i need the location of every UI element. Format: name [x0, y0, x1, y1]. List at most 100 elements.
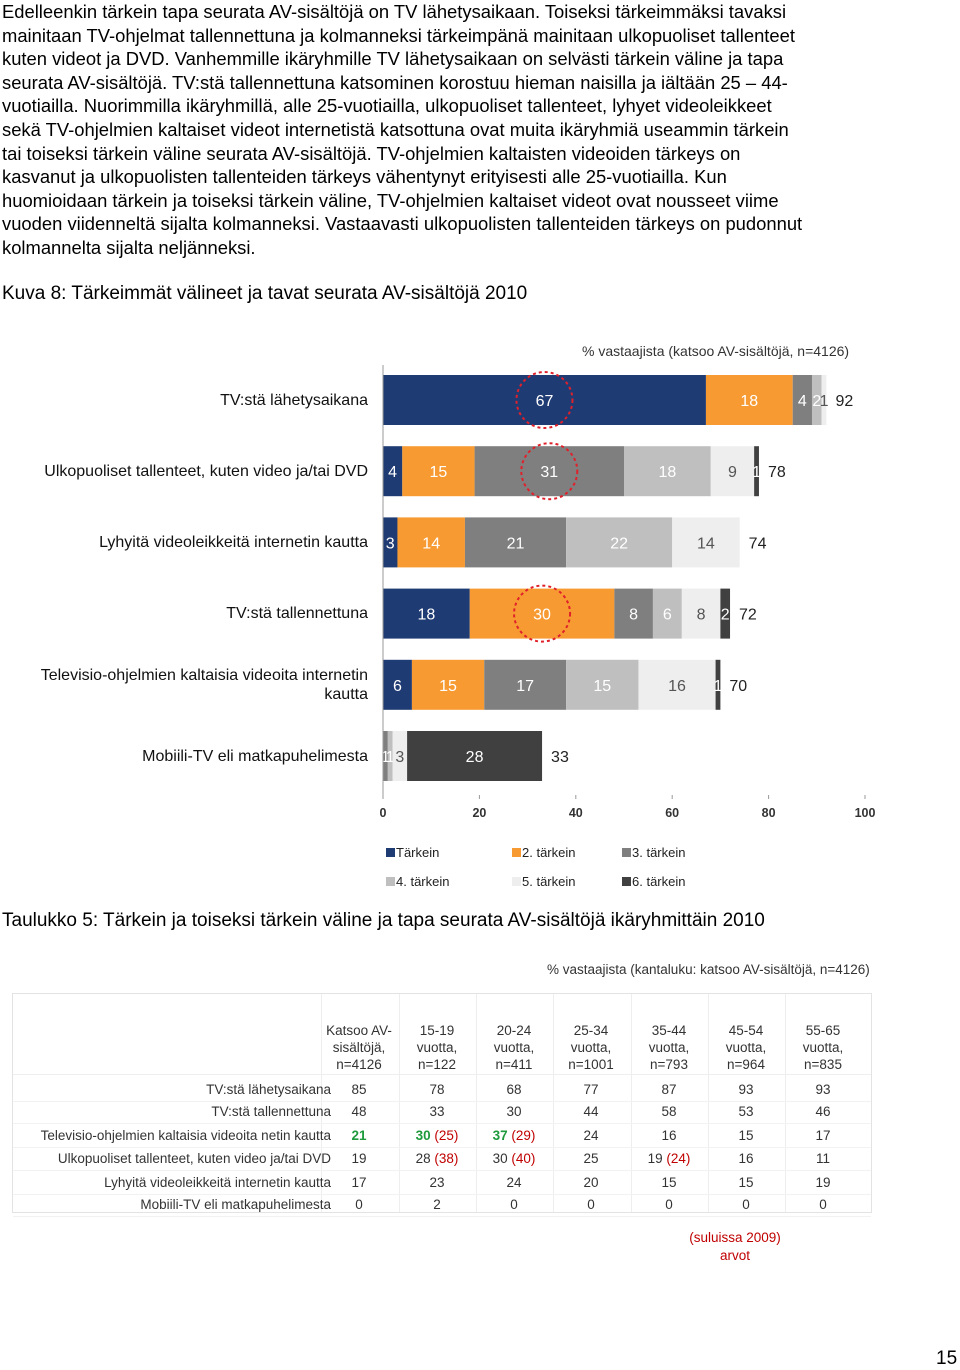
- total-label: 92: [835, 393, 853, 410]
- column-header: 55-65 vuotta, n=835: [802, 1023, 844, 1072]
- text-line: vuotiailla. Nuorimmilla ikäryhmillä, all…: [2, 95, 772, 117]
- total-label: 70: [729, 678, 747, 695]
- highlight-circle: [520, 442, 579, 501]
- category-label: Ulkopuoliset tallenteet, kuten video ja/…: [44, 462, 368, 480]
- data-label: 1: [714, 678, 723, 695]
- cell-value: 19: [647, 1151, 663, 1166]
- table-cell: 11: [815, 1151, 830, 1166]
- bar-segment: [566, 517, 673, 568]
- data-label: 8: [629, 607, 638, 624]
- data-label: 18: [417, 607, 435, 624]
- column-header: Katsoo AV-sisältöjä, n=4126: [326, 1023, 392, 1072]
- figure-caption: Kuva 8: Tärkeimmät välineet ja tavat seu…: [2, 283, 528, 304]
- x-tick-label: 80: [762, 806, 776, 820]
- legend-label: Tärkein: [396, 845, 439, 860]
- data-label: 1: [820, 393, 829, 410]
- row-rule: [13, 1170, 871, 1171]
- cell-value: 37: [492, 1128, 508, 1143]
- cell-note: (38): [434, 1151, 459, 1166]
- data-label: 18: [740, 393, 758, 410]
- column-separator: [708, 994, 709, 1212]
- bar-segment: [672, 517, 740, 568]
- bar-segment: [383, 659, 412, 710]
- text-line: vuoden viidenneltä sijalta kolmanneksi. …: [2, 213, 803, 235]
- legend-swatch: [386, 877, 395, 886]
- row-rule: [13, 1123, 871, 1124]
- x-tick-label: 60: [665, 806, 679, 820]
- table-cell: 25: [583, 1151, 599, 1166]
- chart-subtitle: % vastaajista (katsoo AV-sisältöjä, n=41…: [582, 343, 850, 359]
- x-tick-label: 20: [472, 806, 486, 820]
- table-cell: 19: [351, 1151, 367, 1166]
- bar-segment: [715, 659, 721, 710]
- table-cell: 15: [738, 1175, 754, 1190]
- data-label: 15: [439, 678, 457, 695]
- table-cell: 19 (24): [631, 1151, 707, 1166]
- row-label: Lyhyitä videoleikkeitä internetin kautta: [104, 1175, 331, 1190]
- bar-segment: [469, 588, 615, 639]
- table-cell: 0: [665, 1197, 673, 1212]
- table-cell: 15: [738, 1128, 754, 1143]
- table-cell: 46: [815, 1104, 831, 1119]
- table-caption: Taulukko 5: Tärkein ja toiseksi tärkein …: [2, 910, 765, 931]
- table-cell: 48: [351, 1104, 367, 1119]
- bar-segment: [474, 446, 624, 497]
- table-cell: 58: [661, 1104, 677, 1119]
- data-label: 14: [422, 535, 440, 552]
- table-cell: 0: [355, 1197, 363, 1212]
- legend-label: 2. tärkein: [522, 845, 575, 860]
- total-label: 33: [551, 749, 569, 766]
- text-line: sekä TV-ohjelmien kaltaiset videot inter…: [2, 118, 789, 140]
- table-cell: 93: [815, 1082, 831, 1097]
- data-label: 2: [812, 393, 821, 410]
- x-tick-label: 100: [855, 806, 876, 820]
- data-label: 17: [516, 678, 534, 695]
- data-label: 1: [752, 464, 761, 481]
- data-label: 14: [697, 535, 715, 552]
- data-label: 28: [466, 749, 484, 766]
- row-rule: [13, 1101, 871, 1102]
- cell-note: (29): [511, 1128, 536, 1143]
- column-separator: [399, 994, 400, 1212]
- data-label: 15: [430, 464, 448, 481]
- category-label: Televisio-ohjelmien kaltaisia videoita i…: [40, 666, 368, 703]
- header-rule: [13, 1074, 871, 1075]
- row-label: Ulkopuoliset tallenteet, kuten video ja/…: [57, 1151, 331, 1166]
- table-cell: 16: [661, 1128, 677, 1143]
- table-cell: 77: [583, 1082, 599, 1097]
- page-number: 15: [936, 1348, 958, 1369]
- bar-segment: [387, 731, 393, 781]
- column-header: 15-19 vuotta, n=122: [416, 1023, 458, 1072]
- legend-swatch: [622, 877, 631, 886]
- cell-value: 30: [415, 1128, 431, 1143]
- text-line: tai toiseksi tärkein väline seurata AV-s…: [2, 142, 741, 164]
- data-label: 1: [381, 749, 390, 766]
- bar-segment: [624, 446, 711, 497]
- table-cell: 0: [510, 1197, 518, 1212]
- text-line: huomioidaan tärkein ja toiseksi tärkein …: [2, 189, 779, 211]
- table-cell: 30: [506, 1104, 522, 1119]
- bar-segment: [792, 375, 812, 425]
- table-cell: 93: [738, 1082, 754, 1097]
- data-label: 1: [386, 749, 395, 766]
- table-cell: 78: [429, 1082, 445, 1097]
- category-label: TV:stä tallennettuna: [226, 605, 368, 623]
- bar-segment: [720, 588, 731, 639]
- table-cell: 0: [587, 1197, 595, 1212]
- table-cell: 15: [661, 1175, 677, 1190]
- column-separator: [321, 994, 322, 1212]
- data-label: 15: [593, 678, 611, 695]
- text-line: seurata AV-sisältöjä. TV:stä tallennettu…: [2, 71, 788, 93]
- legend-swatch: [386, 848, 395, 857]
- table-cell: 87: [661, 1082, 677, 1097]
- table-cell: 20: [583, 1175, 599, 1190]
- body-text: Edelleenkin tärkein tapa seurata AV-sisä…: [2, 0, 802, 260]
- column-header: 45-54 vuotta, n=964: [725, 1023, 767, 1072]
- data-label: 3: [395, 749, 404, 766]
- category-label: TV:stä lähetysaikana: [220, 391, 368, 409]
- data-label: 67: [536, 393, 554, 410]
- category-label: Lyhyitä videoleikkeitä internetin kautta: [99, 533, 368, 551]
- cell-value: 28: [415, 1151, 431, 1166]
